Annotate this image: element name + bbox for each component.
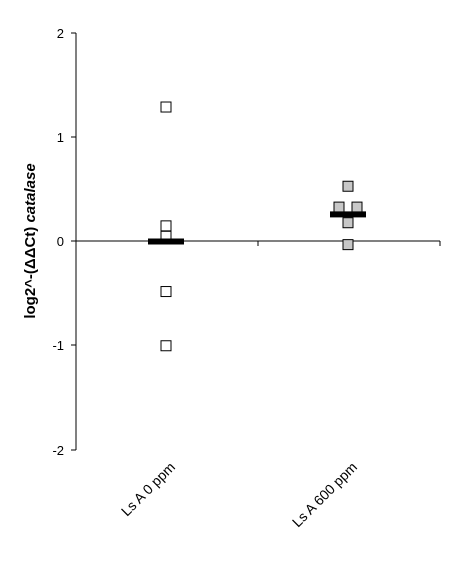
y-axis-label: log2^-(ΔΔCt) catalase bbox=[22, 163, 39, 318]
x-category-label: Ls A 600 ppm bbox=[289, 459, 360, 530]
y-tick-label: -2 bbox=[52, 443, 64, 458]
data-point bbox=[342, 180, 354, 192]
median-bar bbox=[148, 238, 184, 245]
y-tick-label: -1 bbox=[52, 338, 64, 353]
y-ticks bbox=[71, 32, 76, 451]
data-point bbox=[160, 101, 172, 113]
x-ticks bbox=[75, 241, 441, 246]
data-point bbox=[342, 239, 354, 251]
y-tick-label: 0 bbox=[57, 234, 64, 249]
y-axis-label-prefix: log2^-(ΔΔCt) bbox=[22, 223, 39, 319]
y-tick-label: 2 bbox=[57, 26, 64, 41]
median-bar bbox=[330, 211, 366, 218]
data-point bbox=[160, 286, 172, 298]
y-axis-label-gene: catalase bbox=[22, 163, 39, 222]
data-point bbox=[351, 201, 363, 213]
data-point bbox=[160, 220, 172, 232]
data-point bbox=[342, 217, 354, 229]
x-category-label: Ls A 0 ppm bbox=[118, 459, 178, 519]
data-point bbox=[333, 201, 345, 213]
y-tick-labels: 2 1 0 -1 -2 bbox=[52, 26, 64, 458]
data-marks bbox=[148, 101, 366, 352]
data-point bbox=[160, 340, 172, 352]
y-tick-label: 1 bbox=[57, 130, 64, 145]
